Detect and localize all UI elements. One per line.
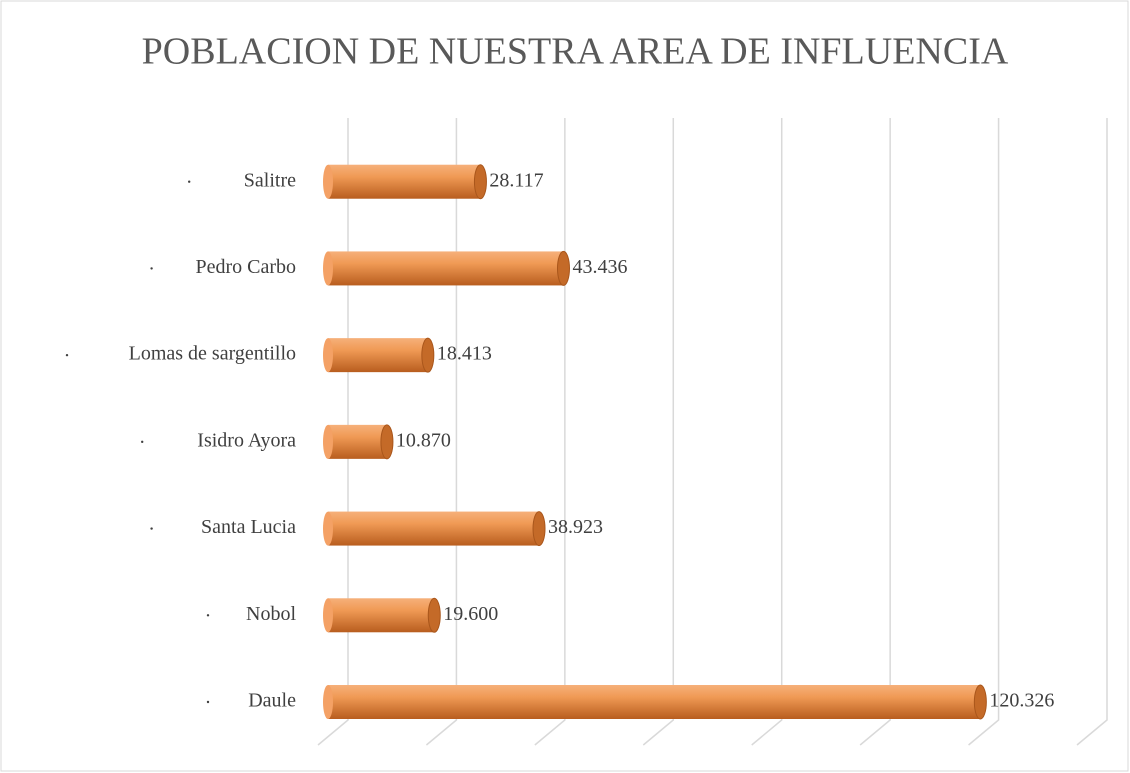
category-label: Lomas de sargentillo [129,343,296,365]
bar-part [973,684,987,720]
bar-part [556,250,570,286]
category-label: Pedro Carbo [195,256,296,278]
category-label: Daule [248,690,296,712]
grid-line [317,118,349,746]
bar [323,164,487,200]
category-label: Salitre [244,169,296,191]
bar-part [323,251,333,286]
bar-part [323,164,333,199]
bar-part [323,685,333,719]
chart-title: POBLACION DE NUESTRA AREA DE INFLUENCIA [142,31,1009,73]
value-label: 28.117 [489,169,543,191]
value-label: 38.923 [548,516,603,538]
bar-part [323,338,333,373]
bar-part [328,511,540,546]
bar-part [328,424,387,459]
bullet [188,180,191,183]
value-label: 120.326 [989,690,1054,712]
value-label: 18.413 [437,343,492,365]
bar-part [323,598,333,633]
category-label: Nobol [246,603,296,625]
bar [323,597,441,633]
value-label: 43.436 [572,256,627,278]
bar-part [328,598,435,633]
grid-line [642,118,675,746]
bar-part [323,511,333,546]
bullet [150,267,153,270]
grid-line [425,118,458,746]
bar-part [427,597,441,633]
value-label: 19.600 [443,603,498,625]
bullet [206,700,210,704]
bar [323,250,570,286]
bar-part [328,685,981,719]
bar-part [328,251,564,286]
grid-line [534,118,566,746]
bar [323,511,546,547]
bar-part [532,511,546,547]
bar [323,684,987,720]
bar-part [328,338,428,373]
bar [323,337,435,373]
bar-part [473,164,487,200]
bullet [65,353,69,357]
bullet [150,527,153,530]
bullet [206,614,210,617]
grid-line [968,118,1000,746]
bar-part [421,337,435,373]
bar-part [323,424,333,459]
grid-line [1076,118,1108,746]
category-label: Santa Lucia [201,516,296,538]
bullet [141,440,144,444]
grid-line [751,118,783,746]
grid-line [859,118,891,746]
value-label: 10.870 [396,429,451,451]
bar [323,424,394,460]
bar-part [328,164,481,199]
category-label: Isidro Ayora [197,429,296,451]
bar-part [380,424,394,460]
